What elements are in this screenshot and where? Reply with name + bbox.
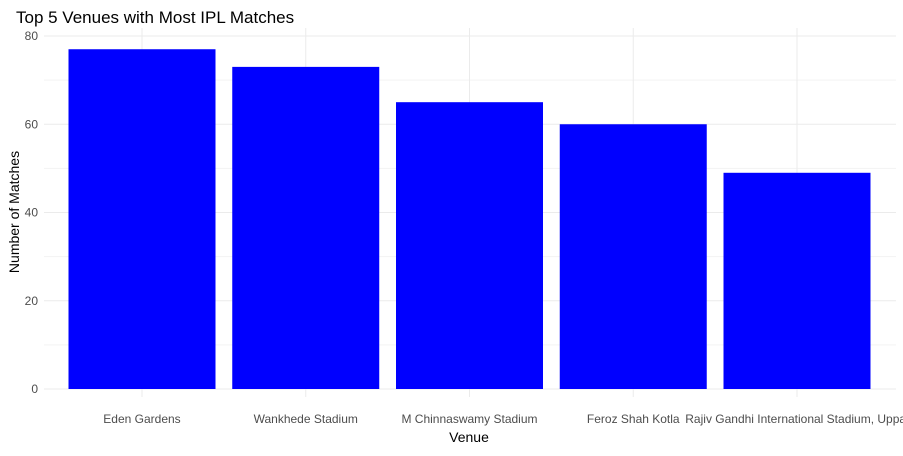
chart-title: Top 5 Venues with Most IPL Matches	[16, 8, 294, 27]
bar-2	[232, 66, 380, 389]
y-tick-label: 40	[25, 206, 39, 220]
bar-4	[559, 124, 707, 389]
x-tick-label: M Chinnaswamy Stadium	[401, 412, 537, 426]
y-tick-label: 20	[25, 294, 39, 308]
bar-1	[68, 49, 216, 390]
bar-5	[723, 172, 871, 389]
y-axis-ticks: 0 20 40 60 80	[25, 29, 39, 396]
bars	[68, 49, 871, 390]
y-axis-label: Number of Matches	[6, 151, 22, 273]
x-tick-label: Wankhede Stadium	[254, 412, 358, 426]
x-tick-label: Feroz Shah Kotla	[587, 412, 680, 426]
y-tick-label: 80	[25, 29, 39, 43]
x-tick-label: Rajiv Gandhi International Stadium, Uppa…	[685, 412, 903, 426]
bar-3	[396, 102, 543, 389]
x-axis-ticks: Eden Gardens Wankhede Stadium M Chinnaswam…	[103, 412, 903, 426]
x-axis-label: Venue	[449, 429, 489, 445]
x-tick-label: Eden Gardens	[103, 412, 180, 426]
y-tick-label: 0	[31, 382, 38, 396]
y-tick-label: 60	[25, 117, 39, 131]
